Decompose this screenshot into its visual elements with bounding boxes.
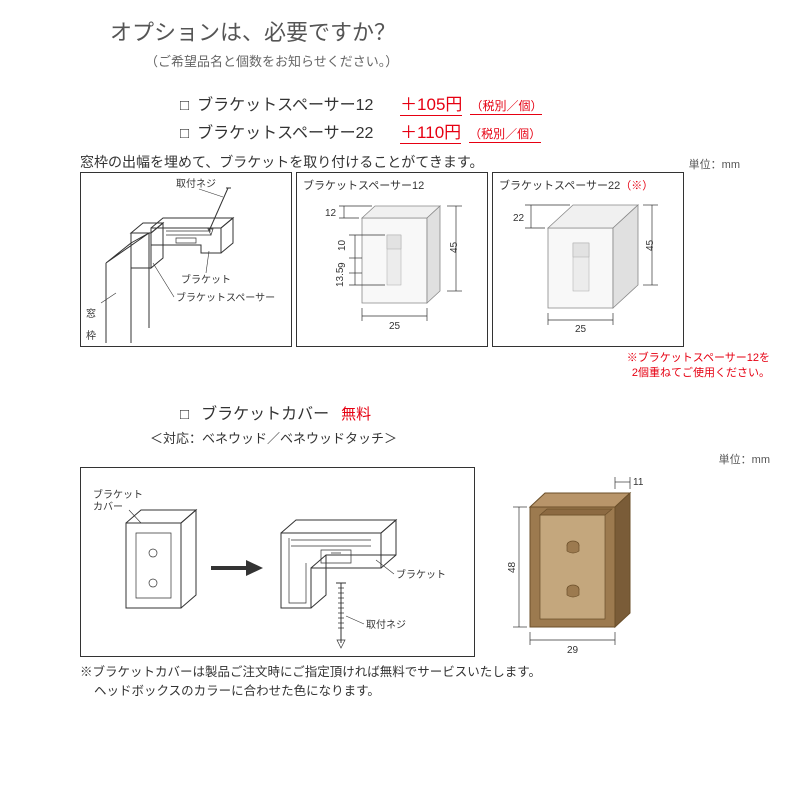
bracket-label: ブラケット — [181, 273, 231, 286]
spacer-desc-row: 窓枠の出幅を埋めて、ブラケットを取り付けることがてきます。 単位：mm — [80, 152, 740, 172]
cover-header: □ ブラケットカバー 無料 — [180, 400, 740, 424]
checkbox-icon: □ — [180, 97, 189, 114]
note1: ※ブラケットカバーは製品ご注文時にご指定頂ければ無料でサービスいたします。 — [80, 663, 740, 682]
svg-text:48: 48 — [507, 561, 518, 573]
unit-label: 単位：mm — [689, 156, 740, 172]
spacer-diagrams: 取付ネジ ブラケット ブラケットスペーサー 窓枠 ブラケットスペーサー12 12 — [80, 172, 740, 347]
spacer-label: ブラケットスペーサー — [176, 291, 275, 304]
main-title: オプションは、必要ですか？ — [110, 20, 396, 45]
bottom-notes: ※ブラケットカバーは製品ご注文時にご指定頂ければ無料でサービスいたします。 ヘッ… — [80, 663, 740, 701]
svg-text:9: 9 — [337, 262, 348, 268]
diagram-title: ブラケットスペーサー22（※） — [493, 173, 659, 197]
cover-label: ブラケットカバー — [93, 488, 143, 513]
cover-dim-svg: 11 48 29 — [485, 467, 685, 657]
diagram-spacer22: ブラケットスペーサー22（※） 22 45 25 — [492, 172, 684, 347]
spacer12-svg: 12 45 25 10 9 13.5 — [297, 173, 489, 348]
checkbox-icon: □ — [180, 406, 189, 423]
screw-label: 取付ネジ — [366, 618, 406, 631]
cover-name: ブラケットカバー — [201, 400, 329, 424]
spacer22-svg: 22 45 25 — [493, 173, 685, 348]
option-price-note: （税別／個） — [470, 97, 542, 115]
screw-label: 取付ネジ — [176, 177, 216, 190]
cover-svg: ブラケットカバー ブラケット 取付ネジ — [81, 468, 476, 658]
svg-text:25: 25 — [389, 321, 401, 332]
option-name: ブラケットスペーサー12 — [197, 91, 392, 115]
option-price-note: （税別／個） — [469, 125, 541, 143]
note2: ヘッドボックスのカラーに合わせた色になります。 — [94, 682, 740, 701]
unit-label: 単位：mm — [110, 451, 770, 467]
diagram-assembly: 取付ネジ ブラケット ブラケットスペーサー 窓枠 — [80, 172, 292, 347]
svg-text:13.5: 13.5 — [335, 267, 346, 287]
spacer-footnote: ※ブラケットスペーサー12を 2個重ねてご使用ください。 — [110, 351, 770, 382]
svg-text:45: 45 — [449, 241, 460, 253]
option-row: □ ブラケットスペーサー22 ＋110円 （税別／個） — [180, 118, 740, 144]
option-name: ブラケットスペーサー22 — [197, 119, 392, 143]
spacer-desc: 窓枠の出幅を埋めて、ブラケットを取り付けることがてきます。 — [80, 152, 483, 172]
svg-text:22: 22 — [513, 213, 525, 224]
svg-text:45: 45 — [645, 239, 656, 251]
cover-compat: ＜対応：ベネウッド／ベネウッドタッチ＞ — [150, 428, 740, 447]
assembly-svg: 取付ネジ ブラケット ブラケットスペーサー 窓枠 — [81, 173, 293, 348]
frame-label: 窓枠 — [84, 307, 96, 341]
diagram-spacer12: ブラケットスペーサー12 12 45 25 — [296, 172, 488, 347]
free-label: 無料 — [341, 403, 371, 424]
diagram-cover-assembly: ブラケットカバー ブラケット 取付ネジ — [80, 467, 475, 657]
svg-text:25: 25 — [575, 324, 587, 335]
checkbox-icon: □ — [180, 125, 189, 142]
svg-text:11: 11 — [633, 477, 644, 488]
bracket-label: ブラケット — [396, 568, 446, 581]
cover-diagrams: ブラケットカバー ブラケット 取付ネジ 11 — [80, 467, 740, 657]
svg-text:29: 29 — [567, 645, 579, 656]
diagram-title: ブラケットスペーサー12 — [297, 173, 430, 197]
option-price: ＋110円 — [400, 118, 461, 144]
subtitle: （ご希望品名と個数をお知らせください。） — [145, 51, 740, 70]
diagram-cover-dims: 11 48 29 — [485, 467, 685, 657]
option-row: □ ブラケットスペーサー12 ＋105円 （税別／個） — [180, 90, 740, 116]
svg-text:12: 12 — [325, 208, 337, 219]
header: オプションは、必要ですか？ — [110, 15, 740, 47]
options-list: □ ブラケットスペーサー12 ＋105円 （税別／個） □ ブラケットスペーサー… — [180, 90, 740, 144]
svg-text:10: 10 — [337, 239, 348, 251]
option-price: ＋105円 — [400, 90, 462, 116]
